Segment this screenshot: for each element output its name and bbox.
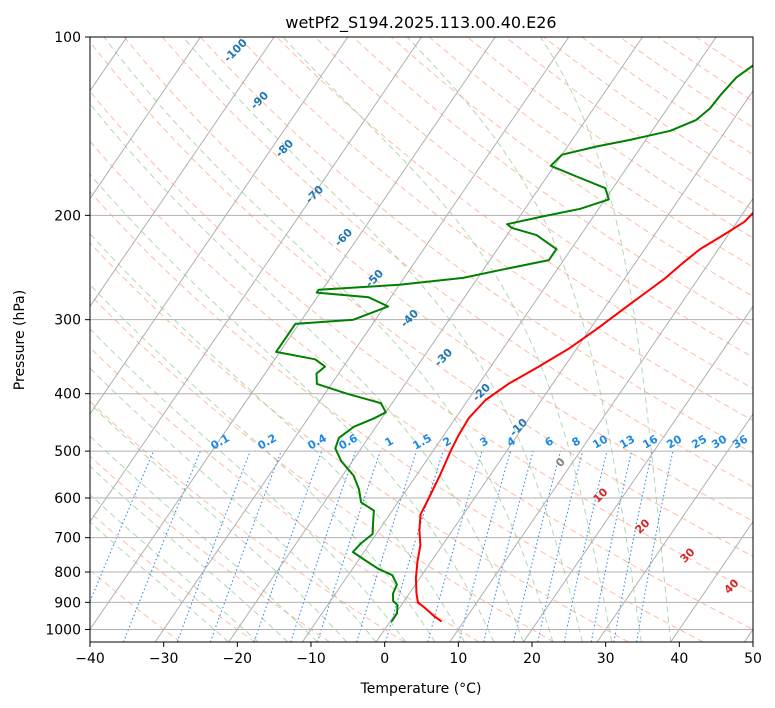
mixing-ratio-line — [90, 450, 154, 603]
chart-title: wetPf2_S194.2025.113.00.40.E26 — [285, 13, 556, 33]
moist-adiabat-line — [90, 173, 495, 642]
mixing-ratio-line — [427, 450, 483, 642]
mixing-ratio-line — [356, 450, 417, 642]
isotherm-line — [228, 37, 643, 642]
x-tick-label: 20 — [523, 651, 541, 667]
x-axis-label: Temperature (°C) — [360, 681, 482, 697]
dry-adiabat-line — [90, 90, 753, 593]
y-tick-label: 100 — [54, 30, 81, 46]
mixing-ratio-line — [537, 450, 584, 642]
y-tick-label: 400 — [54, 387, 81, 403]
dry-adiabat-line — [90, 511, 256, 642]
y-tick-label: 300 — [54, 313, 81, 329]
background-lines — [90, 37, 753, 642]
x-tick-label: −10 — [296, 651, 326, 667]
dry-adiabat-line — [90, 242, 629, 642]
x-tick-label: 40 — [670, 651, 688, 667]
mixing-ratio-line — [563, 450, 608, 642]
isotherm-line — [90, 37, 496, 631]
mixing-ratio-line — [317, 450, 381, 642]
dry-adiabat-line — [314, 37, 753, 358]
isotherm-line — [90, 37, 201, 200]
moist-adiabat-line — [103, 37, 554, 642]
dry-adiabat-line — [123, 37, 753, 522]
profile-series — [275, 64, 753, 623]
y-tick-label: 800 — [54, 565, 81, 581]
isotherm-line — [670, 520, 753, 642]
moist-adiabat-line — [90, 103, 524, 642]
isotherm-line — [90, 37, 275, 308]
dry-adiabat-line — [352, 37, 753, 328]
mixing-ratio-line — [458, 450, 511, 642]
y-tick-label: 1000 — [45, 622, 81, 638]
dry-adiabat-line — [276, 37, 753, 390]
y-tick-label: 900 — [54, 595, 81, 611]
x-tick-label: −30 — [149, 651, 179, 667]
mixing-ratio-line — [253, 450, 323, 642]
moist-adiabat-line — [90, 283, 436, 642]
dry-adiabat-line — [90, 41, 753, 557]
isotherm-line — [154, 37, 570, 642]
isotherm-line — [90, 37, 349, 415]
x-tick-label: 10 — [449, 651, 467, 667]
x-tick-label: 30 — [597, 651, 615, 667]
moist-adiabat-line — [90, 367, 377, 642]
x-tick-label: 0 — [380, 651, 389, 667]
mixing-ratio-line — [513, 450, 562, 642]
x-tick-label: −20 — [223, 651, 253, 667]
isotherm-line — [522, 305, 753, 642]
isotherm-line — [596, 413, 753, 642]
moist-adiabat-line — [182, 37, 583, 642]
y-tick-label: 700 — [54, 531, 81, 547]
y-tick-label: 200 — [54, 208, 81, 224]
y-axis-label: Pressure (hPa) — [12, 290, 28, 390]
temperature-line — [414, 211, 753, 623]
mixing-ratio-line — [123, 450, 201, 642]
moist-adiabat-line — [90, 435, 318, 642]
moist-adiabat-line — [90, 494, 259, 642]
dry-adiabat-line — [90, 294, 555, 642]
plot-frame — [89, 36, 754, 643]
moist-adiabat-line — [282, 37, 613, 642]
mixing-ratio-line — [209, 450, 282, 642]
y-tick-label: 600 — [54, 491, 81, 507]
mixing-ratio-line — [290, 450, 356, 642]
moist-adiabat-line — [406, 37, 642, 642]
moist-adiabat-line — [540, 37, 672, 642]
mixing-ratio-line — [176, 450, 251, 642]
moist-adiabat-line — [90, 233, 465, 642]
moist-adiabat-line — [90, 521, 230, 642]
dewpoint-line — [275, 64, 753, 623]
axis-ticks: −40 −30 −20 −10 0 10 20 30 40 50 100 200 300 400 500 60… — [45, 30, 762, 667]
moist-adiabat-line — [90, 465, 289, 642]
dry-adiabat-line — [90, 140, 753, 630]
y-tick-label: 500 — [54, 444, 81, 460]
x-tick-label: 50 — [744, 651, 762, 667]
isotherm-line — [449, 197, 753, 642]
x-tick-label: −40 — [75, 651, 105, 667]
isotherm-line — [301, 37, 717, 642]
dry-adiabat-line — [90, 191, 704, 642]
isotherm-line — [90, 37, 422, 523]
